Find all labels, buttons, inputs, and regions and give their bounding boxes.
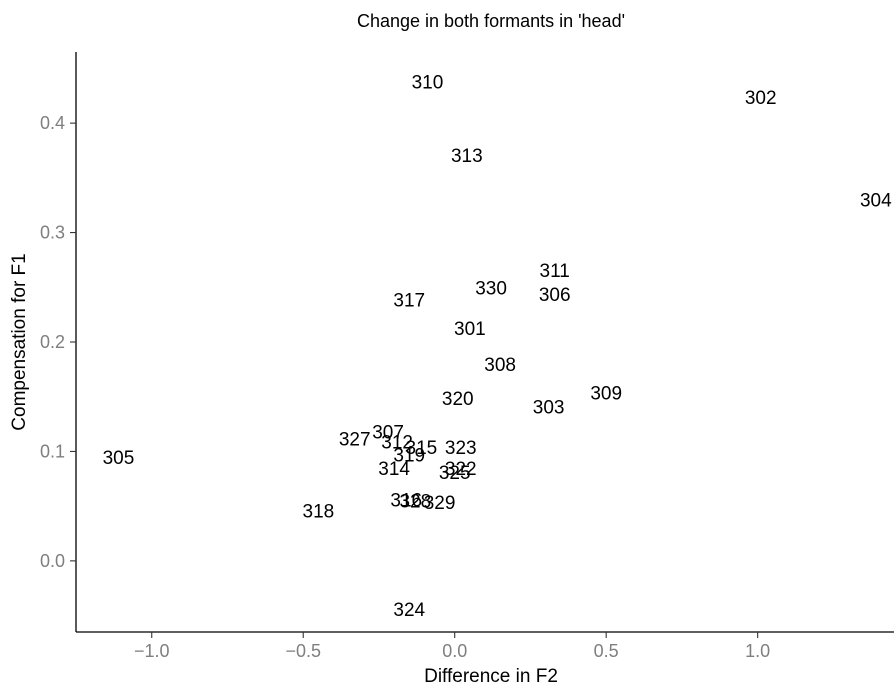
point-label-22: 325 xyxy=(439,463,471,484)
x-tick-label-4: 1.0 xyxy=(745,641,770,661)
y-tick-label-2: 0.2 xyxy=(40,332,65,352)
point-label-21: 322 xyxy=(445,459,477,480)
point-label-8: 301 xyxy=(454,319,486,340)
point-label-3: 304 xyxy=(860,191,892,212)
point-label-20: 314 xyxy=(378,459,410,480)
point-label-27: 324 xyxy=(393,600,425,621)
point-label-7: 317 xyxy=(393,290,425,311)
point-label-12: 303 xyxy=(533,398,565,419)
point-label-15: 312 xyxy=(381,433,413,454)
point-label-11: 320 xyxy=(442,389,474,410)
point-label-5: 330 xyxy=(475,278,507,299)
x-tick-label-0: −1.0 xyxy=(134,641,170,661)
point-label-16: 315 xyxy=(406,438,438,459)
point-label-18: 319 xyxy=(393,446,425,467)
point-label-26: 318 xyxy=(303,502,335,523)
point-label-25: 329 xyxy=(424,493,456,514)
y-tick-label-1: 0.1 xyxy=(40,441,65,461)
y-axis-ticks: 0.0 0.1 0.2 0.3 0.4 xyxy=(40,113,76,571)
point-label-23: 316 xyxy=(390,491,422,512)
point-label-0: 310 xyxy=(412,73,444,94)
point-label-17: 323 xyxy=(445,438,477,459)
y-tick-label-3: 0.3 xyxy=(40,223,65,243)
point-label-14: 327 xyxy=(339,429,371,450)
x-axis-title: Difference in F2 xyxy=(424,666,558,685)
point-label-2: 313 xyxy=(451,146,483,167)
point-labels: 310 302 313 304 311 330 306 317 301 308 309 320 303 3… xyxy=(103,73,893,621)
x-tick-label-3: 0.5 xyxy=(594,641,619,661)
x-tick-label-2: 0.0 xyxy=(442,641,467,661)
point-label-13: 307 xyxy=(372,423,404,444)
point-label-4: 311 xyxy=(540,261,570,282)
point-label-19: 305 xyxy=(103,448,135,469)
x-axis-ticks: −1.0 −0.5 0.0 0.5 1.0 xyxy=(134,632,770,661)
point-label-10: 309 xyxy=(590,383,622,404)
point-label-1: 302 xyxy=(745,88,777,109)
point-label-24: 328 xyxy=(399,492,431,513)
point-label-6: 306 xyxy=(539,285,571,306)
chart-title: Change in both formants in 'head' xyxy=(357,11,625,31)
y-tick-label-4: 0.4 xyxy=(40,113,65,133)
y-axis-title: Compensation for F1 xyxy=(9,253,30,430)
point-label-9: 308 xyxy=(484,355,516,376)
x-tick-label-1: −0.5 xyxy=(285,641,321,661)
y-tick-label-0: 0.0 xyxy=(40,551,65,571)
